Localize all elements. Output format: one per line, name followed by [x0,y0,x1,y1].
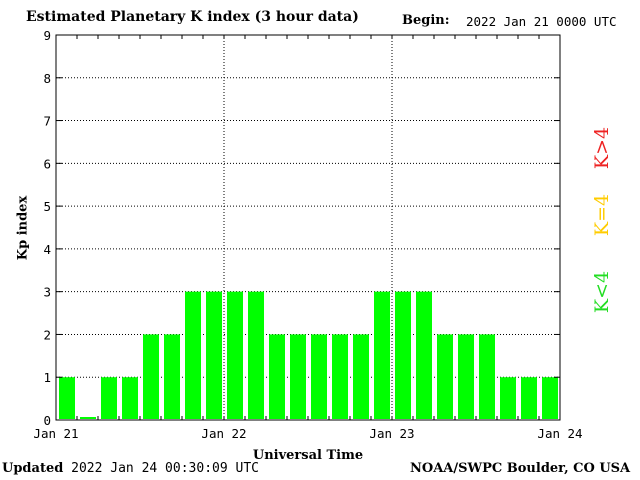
kp-bar [437,334,453,419]
x-tick-label: Jan 24 [537,426,582,441]
updated-timestamp: Updated 2022 Jan 24 00:30:09 UTC [2,461,259,476]
bar-layer [59,291,558,419]
kp-bar [500,377,516,419]
y-tick-label: 8 [43,71,51,86]
kp-bar [227,291,243,419]
legend-k-below-4: K<4 [591,270,613,314]
kp-bar [80,417,96,419]
kp-bar [101,377,117,419]
kp-bar [59,377,75,419]
kp-bar [374,291,390,419]
kp-bar [311,334,327,419]
x-tick-label: Jan 22 [201,426,246,441]
updated-value: 2022 Jan 24 00:30:09 UTC [71,461,259,476]
kp-bar [206,291,222,419]
x-axis-label: Universal Time [252,448,364,463]
legend-k-above-4: K>4 [591,126,613,170]
kp-bar [521,377,537,419]
y-axis-label: Kp index [15,195,31,261]
y-tick-label: 9 [43,28,51,43]
kp-bar [269,334,285,419]
grid-layer [56,35,560,420]
y-tick-label: 4 [43,242,51,257]
credit-text: NOAA/SWPC Boulder, CO USA [410,461,631,476]
x-tick-label: Jan 23 [369,426,414,441]
kp-bar [542,377,558,419]
chart-title: Estimated Planetary K index (3 hour data… [26,9,359,25]
kp-bar [353,334,369,419]
begin-label: Begin: [402,13,450,28]
y-tick-label: 3 [43,285,51,300]
kp-bar [479,334,495,419]
tick-layer: 0 1 2 3 4 5 6 7 8 9 Jan 21 Jan 22 Jan 23 Jan 24 [33,28,582,441]
y-tick-label: 0 [43,413,51,428]
kp-bar [332,334,348,419]
kp-bar [458,334,474,419]
y-tick-label: 1 [43,370,51,385]
begin-value: 2022 Jan 21 0000 UTC [466,14,617,29]
legend-k-equal-4: K=4 [591,193,613,237]
x-tick-label: Jan 21 [33,426,78,441]
kp-bar [143,334,159,419]
kp-bar [248,291,264,419]
y-tick-label: 7 [43,114,51,129]
kp-bar [164,334,180,419]
y-tick-label: 6 [43,156,51,171]
kp-bar [122,377,138,419]
y-tick-label: 2 [43,327,51,342]
kp-bar [395,291,411,419]
y-tick-label: 5 [43,199,51,214]
kp-bar [185,291,201,419]
kp-bar [416,291,432,419]
updated-label: Updated [2,461,64,476]
kp-bar [290,334,306,419]
